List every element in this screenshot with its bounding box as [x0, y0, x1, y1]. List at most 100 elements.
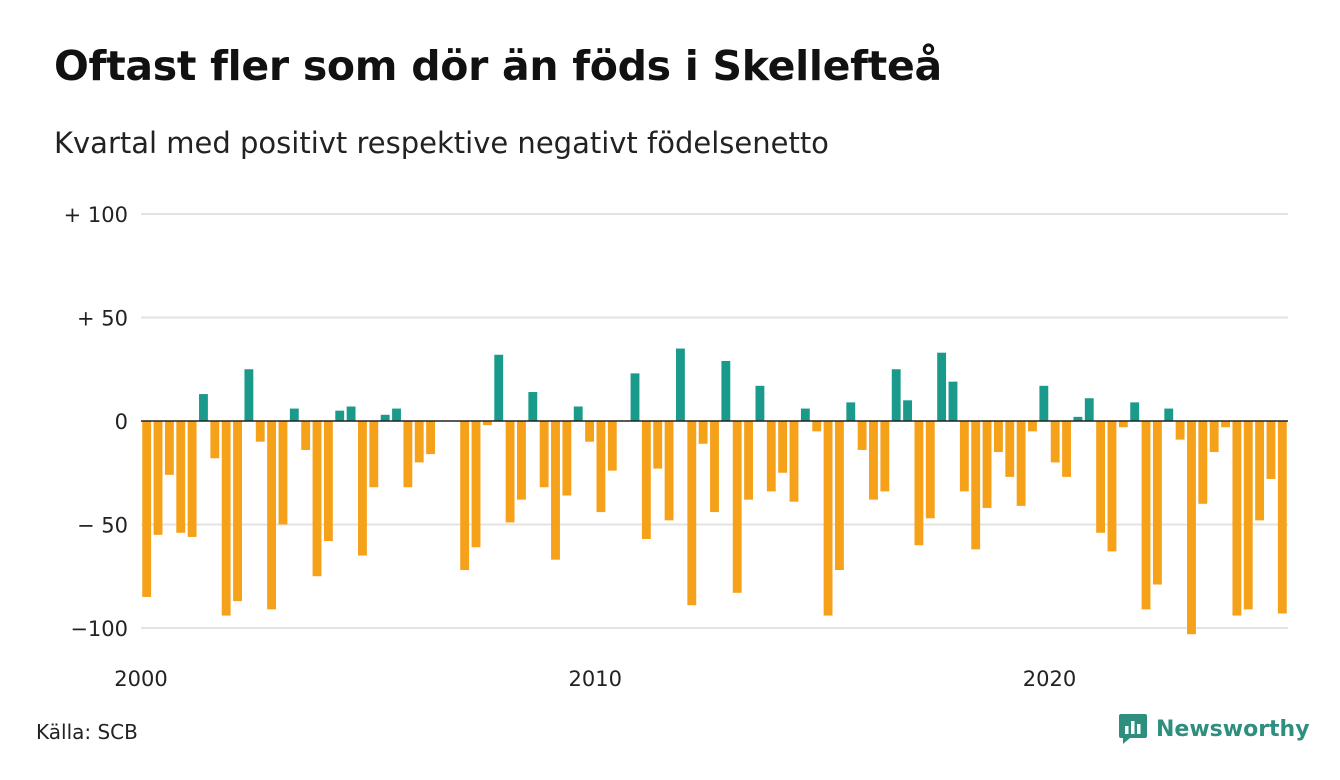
bar: [653, 421, 663, 469]
bar: [607, 421, 617, 471]
bar: [289, 408, 299, 421]
bar: [1039, 385, 1049, 421]
bar: [1062, 421, 1071, 477]
bar: [517, 421, 526, 500]
bar: [460, 421, 470, 571]
bar: [971, 421, 981, 550]
bar: [869, 421, 878, 500]
bar: [641, 421, 651, 539]
bar: [471, 421, 481, 548]
bar: [482, 421, 492, 426]
bar: [778, 421, 788, 473]
bar: [176, 421, 186, 533]
bar: [664, 421, 674, 521]
bar: [800, 408, 810, 421]
bar: [358, 421, 367, 556]
bar: [1198, 421, 1208, 504]
y-tick-label: − 50: [77, 514, 128, 538]
bar: [834, 421, 844, 571]
bar: [857, 421, 867, 450]
bar: [903, 400, 912, 421]
bar: [1221, 421, 1230, 428]
bar: [380, 414, 390, 421]
bar: [1187, 421, 1196, 635]
bar: [630, 373, 640, 421]
bar: [153, 421, 163, 535]
x-tick-label: 2020: [1023, 667, 1076, 691]
bar: [335, 410, 345, 421]
bar: [1243, 421, 1253, 610]
chart-subtitle: Kvartal med positivt respektive negativt…: [54, 126, 829, 160]
bar: [539, 421, 549, 488]
bar: [562, 421, 572, 496]
bar: [687, 421, 697, 606]
bar: [233, 421, 242, 602]
bar: [528, 392, 538, 421]
bar: [199, 394, 208, 421]
bar: [1141, 421, 1151, 610]
bar: [948, 381, 958, 421]
bar: [732, 421, 742, 593]
bar: [255, 421, 265, 442]
bar: [426, 421, 436, 455]
bar: [1266, 421, 1276, 479]
bar: [1152, 421, 1162, 585]
y-tick-label: + 50: [77, 307, 128, 331]
bar: [721, 360, 731, 421]
y-tick-label: + 100: [64, 203, 128, 227]
bar: [676, 348, 685, 421]
x-tick-label: 2000: [114, 667, 167, 691]
bar: [323, 421, 333, 542]
bar: [766, 421, 776, 492]
bar: [596, 421, 606, 513]
bar: [403, 421, 413, 488]
bar: [210, 421, 220, 459]
bar: [585, 421, 595, 442]
bar: [573, 406, 583, 421]
bar: [1232, 421, 1242, 616]
bar: [914, 421, 924, 546]
bar: [1209, 421, 1219, 453]
bar: [164, 421, 174, 475]
bar: [1277, 421, 1287, 614]
bar: [221, 421, 231, 616]
bar: [369, 421, 379, 488]
brand-logo[interactable]: Newsworthy: [1118, 712, 1310, 746]
bar: [551, 421, 560, 560]
bar: [1107, 421, 1117, 552]
bar: [823, 421, 833, 616]
bar: [1255, 421, 1265, 521]
bar: [414, 421, 424, 463]
bar: [982, 421, 992, 508]
bar: [925, 421, 935, 519]
bar: [959, 421, 969, 492]
bar: [789, 421, 799, 502]
bar: [244, 369, 254, 421]
x-tick-label: 2010: [569, 667, 622, 691]
bar: [187, 421, 197, 537]
bar: [1073, 416, 1083, 421]
bar: [937, 352, 947, 421]
bar: [744, 421, 753, 500]
bar: [755, 385, 765, 421]
bar: [1028, 421, 1037, 432]
bar: [278, 421, 288, 525]
bar: [392, 408, 401, 421]
bar: [312, 421, 322, 577]
y-tick-label: 0: [115, 410, 128, 434]
bar: [1050, 421, 1060, 463]
bar: [1096, 421, 1106, 533]
bar: [698, 421, 708, 444]
y-tick-label: −100: [70, 617, 128, 641]
bar: [812, 421, 822, 432]
brand-name: Newsworthy: [1156, 716, 1310, 742]
bar: [1084, 398, 1094, 421]
bar: [846, 402, 856, 421]
chart-title: Oftast fler som dör än föds i Skellefteå: [54, 42, 942, 90]
bar: [880, 421, 890, 492]
bar: [346, 406, 356, 421]
bar: [1016, 421, 1026, 506]
bar: [142, 421, 152, 597]
bar: [1164, 408, 1174, 421]
